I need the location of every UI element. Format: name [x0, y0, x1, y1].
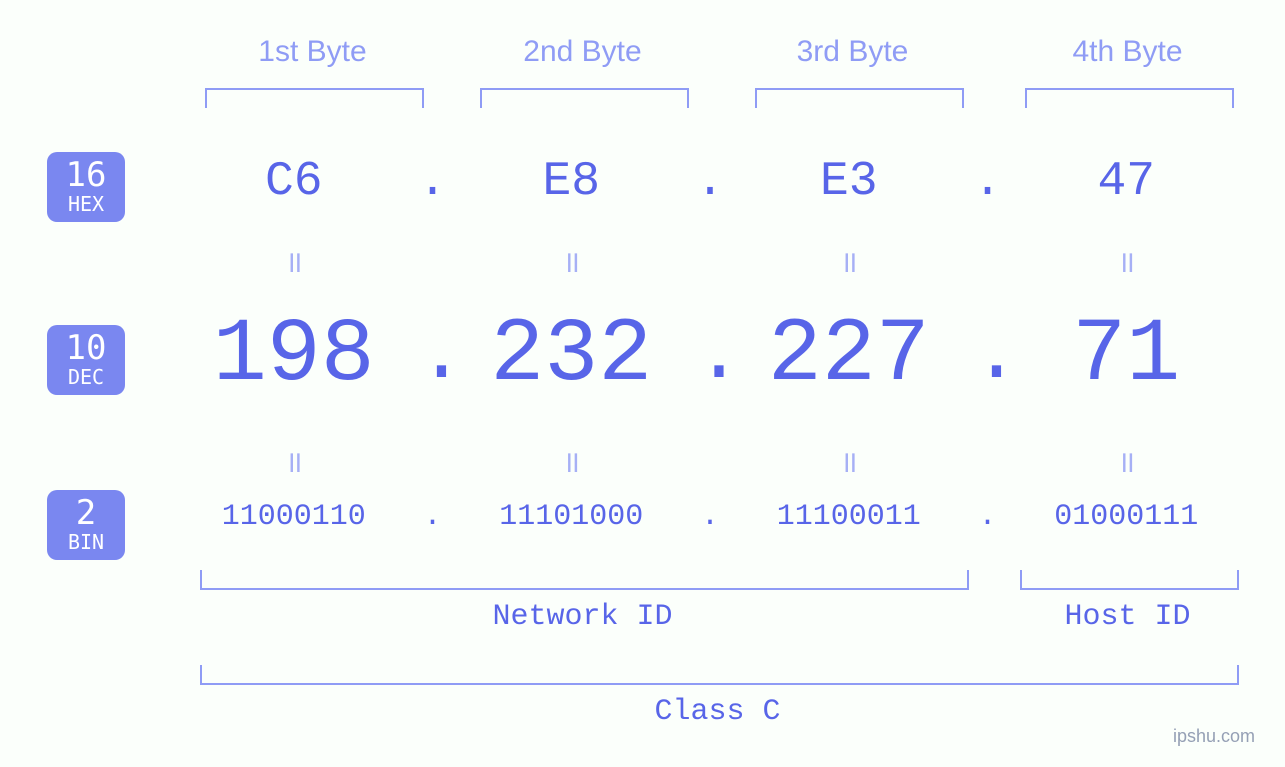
dot: . [418, 311, 448, 402]
dot: . [973, 155, 1003, 209]
class-bracket [200, 665, 1239, 685]
top-bracket-2 [480, 88, 689, 108]
network-id-label: Network ID [200, 600, 965, 634]
bin-row: 11000110 . 11101000 . 11100011 . 0100011… [170, 500, 1250, 534]
ip-diagram: 1st Byte 2nd Byte 3rd Byte 4th Byte 16 H… [0, 0, 1285, 767]
dot: . [695, 500, 725, 534]
byte-header-3: 3rd Byte [745, 35, 960, 69]
host-id-bracket [1020, 570, 1239, 590]
dot: . [418, 155, 448, 209]
class-label: Class C [200, 695, 1235, 729]
bin-byte-2: 11101000 [448, 500, 696, 534]
base-label-bin: BIN [47, 532, 125, 552]
base-num-hex: 16 [47, 158, 125, 192]
hex-byte-4: 47 [1003, 155, 1251, 209]
host-id-label: Host ID [1020, 600, 1235, 634]
equals-icon: ॥ [448, 440, 696, 482]
dot: . [973, 500, 1003, 534]
equals-icon: ॥ [448, 240, 696, 282]
base-badge-hex: 16 HEX [47, 152, 125, 222]
base-label-dec: DEC [47, 367, 125, 387]
equals-icon: ॥ [725, 240, 973, 282]
equals-row-2: ॥ ॥ ॥ ॥ [170, 440, 1250, 482]
dec-row: 198 . 232 . 227 . 71 [170, 305, 1250, 407]
base-badge-bin: 2 BIN [47, 490, 125, 560]
dot: . [695, 155, 725, 209]
base-num-bin: 2 [47, 496, 125, 530]
dec-byte-2: 232 [448, 305, 696, 407]
base-label-hex: HEX [47, 194, 125, 214]
watermark: ipshu.com [1173, 726, 1255, 747]
bin-byte-4: 01000111 [1003, 500, 1251, 534]
byte-header-1: 1st Byte [205, 35, 420, 69]
top-bracket-3 [755, 88, 964, 108]
base-num-dec: 10 [47, 331, 125, 365]
bin-byte-3: 11100011 [725, 500, 973, 534]
equals-row-1: ॥ ॥ ॥ ॥ [170, 240, 1250, 282]
equals-icon: ॥ [1003, 440, 1251, 482]
dot: . [695, 311, 725, 402]
dec-byte-4: 71 [1003, 305, 1251, 407]
hex-byte-2: E8 [448, 155, 696, 209]
bin-byte-1: 11000110 [170, 500, 418, 534]
byte-header-4: 4th Byte [1020, 35, 1235, 69]
hex-row: C6 . E8 . E3 . 47 [170, 155, 1250, 209]
equals-icon: ॥ [725, 440, 973, 482]
equals-icon: ॥ [1003, 240, 1251, 282]
dot: . [418, 500, 448, 534]
top-bracket-4 [1025, 88, 1234, 108]
equals-icon: ॥ [170, 440, 418, 482]
hex-byte-3: E3 [725, 155, 973, 209]
dec-byte-3: 227 [725, 305, 973, 407]
dot: . [973, 311, 1003, 402]
base-badge-dec: 10 DEC [47, 325, 125, 395]
hex-byte-1: C6 [170, 155, 418, 209]
network-id-bracket [200, 570, 969, 590]
equals-icon: ॥ [170, 240, 418, 282]
byte-header-2: 2nd Byte [475, 35, 690, 69]
dec-byte-1: 198 [170, 305, 418, 407]
top-bracket-1 [205, 88, 424, 108]
